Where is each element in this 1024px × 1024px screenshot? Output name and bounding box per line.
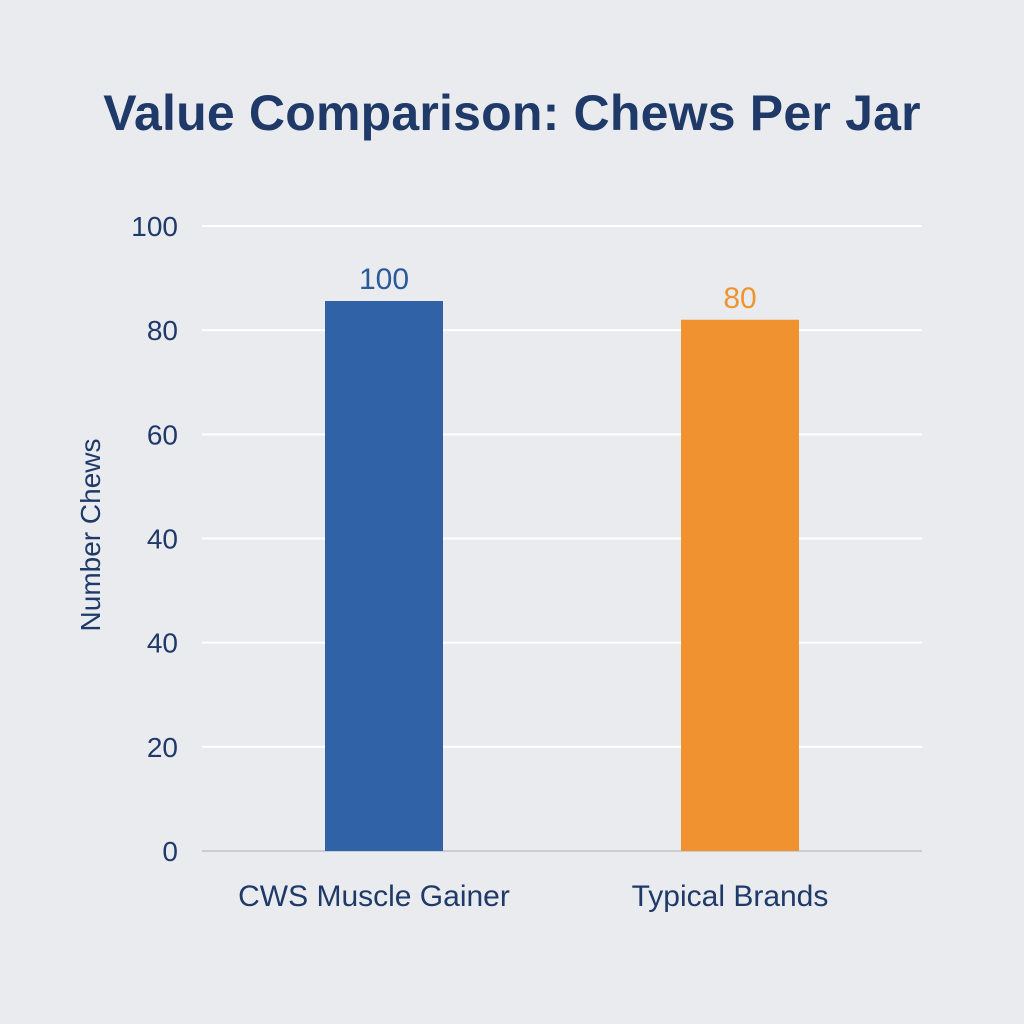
bar-2 xyxy=(681,319,799,851)
y-tick-label: 0 xyxy=(162,836,178,867)
data-label-1: 100 xyxy=(359,263,409,296)
y-axis-label: Number Chews xyxy=(75,439,106,632)
y-tick-label: 100 xyxy=(131,211,178,242)
data-label-2: 80 xyxy=(723,282,756,315)
category-label-2: Typical Brands xyxy=(632,880,829,913)
data-labels: 100 80 xyxy=(359,263,757,315)
y-tick-label: 40 xyxy=(147,628,178,659)
category-label-1: CWS Muscle Gainer xyxy=(238,880,510,913)
gridlines xyxy=(202,225,922,852)
bars xyxy=(325,301,799,851)
y-axis-ticks: 0 20 40 40 60 80 100 xyxy=(131,211,178,867)
chart-title: Value Comparison: Chews Per Jar xyxy=(103,85,921,141)
y-tick-label: 40 xyxy=(147,524,178,555)
x-axis-categories: CWS Muscle Gainer Typical Brands xyxy=(238,880,828,913)
y-tick-label: 80 xyxy=(147,315,178,346)
bar-1 xyxy=(325,301,443,851)
y-tick-label: 20 xyxy=(147,732,178,763)
y-tick-label: 60 xyxy=(147,419,178,450)
